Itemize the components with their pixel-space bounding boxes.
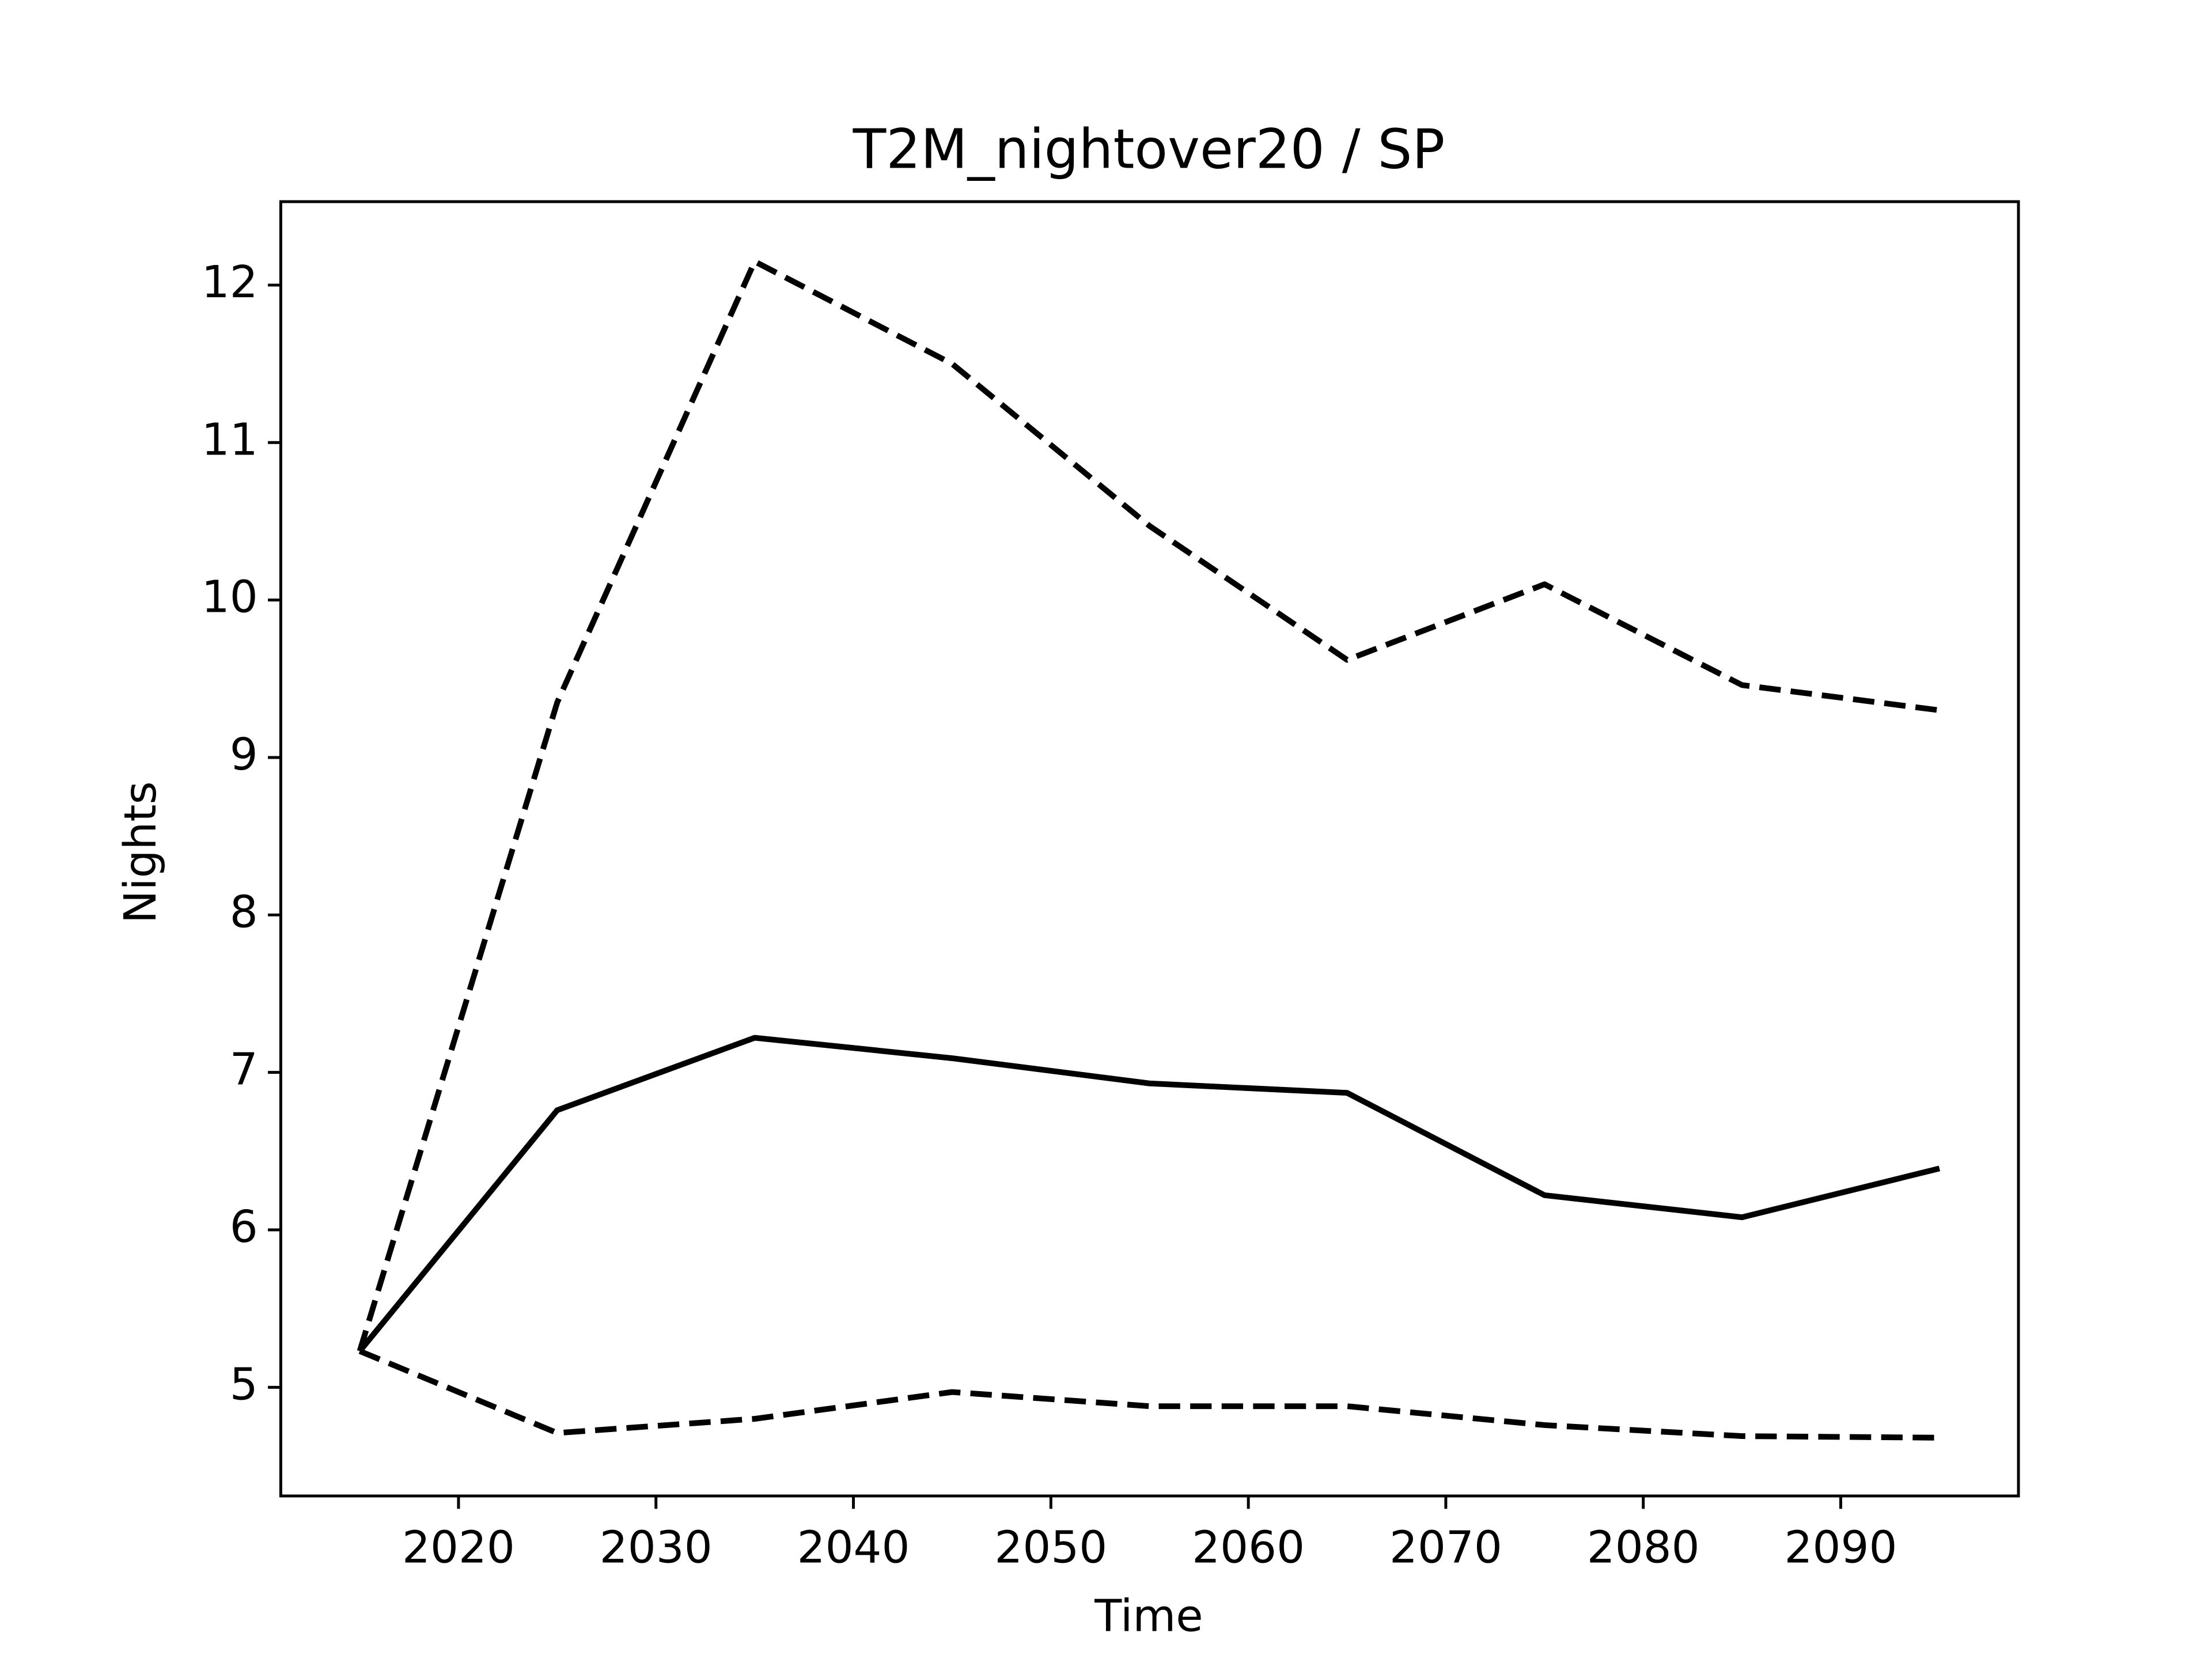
y-tick-label: 10	[202, 572, 258, 623]
line-series	[357, 1035, 1941, 1353]
x-axis-label: Time	[1094, 1590, 1203, 1642]
line-series	[358, 1348, 1940, 1441]
y-tick-label: 9	[230, 729, 258, 781]
plot-area	[357, 258, 1941, 1441]
x-tick-label: 2080	[1587, 1522, 1700, 1573]
y-axis-label: Nights	[115, 781, 166, 923]
line-series	[357, 258, 1940, 1352]
chart-title: T2M_nightover20 / SP	[853, 118, 1445, 181]
x-tick-label: 2060	[1192, 1522, 1305, 1573]
x-tick-label: 2070	[1389, 1522, 1502, 1573]
x-tick-label: 2030	[600, 1522, 713, 1573]
x-tick-label: 2040	[797, 1522, 910, 1573]
y-tick-label: 5	[230, 1359, 258, 1410]
y-tick-label: 6	[230, 1202, 258, 1253]
y-tick-label: 7	[230, 1044, 258, 1096]
x-tick-label: 2090	[1785, 1522, 1897, 1573]
y-tick-label: 11	[202, 414, 258, 465]
x-tick-label: 2020	[402, 1522, 515, 1573]
axes-frame	[279, 200, 2020, 1498]
x-tick-label: 2050	[994, 1522, 1107, 1573]
y-tick-label: 8	[230, 887, 258, 938]
y-tick-label: 12	[202, 257, 258, 308]
